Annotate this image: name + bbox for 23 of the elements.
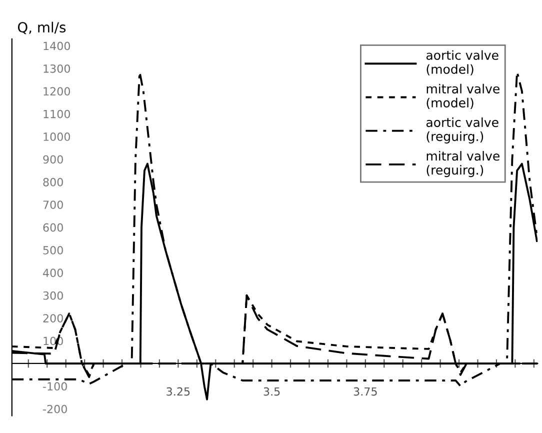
y-tick-label: 1100 [44,110,70,118]
y-tick-label: -100 [43,382,67,391]
y-tick-label: 300 [43,291,63,300]
x-tick-label: 3.75 [354,387,377,396]
y-tick-label: 1000 [44,132,70,141]
x-tick-label: 3.5 [264,387,280,396]
y-tick-label: 1400 [44,42,70,50]
y-tick-label: -200 [43,404,67,414]
y-tick-label: 800 [43,178,63,186]
y-tick-label: 600 [43,223,63,232]
y-tick-label: 1300 [44,64,70,73]
y-tick-label: 900 [43,155,63,164]
y-tick-label: 200 [43,314,63,322]
y-tick-label: 400 [43,268,63,278]
y-tick-label: 1200 [44,87,70,96]
y-tick-label: 700 [43,200,63,210]
legend-label: aortic valve (reguirg.) [426,117,498,144]
legend-label: mitral valve (model) [426,84,500,109]
legend-label: mitral valve (reguirg.) [426,151,500,178]
x-tick-label: 3.25 [166,387,190,396]
y-axis-title: Q, ml/s [18,22,66,34]
legend-label: aortic valve (model) [426,50,498,76]
y-tick-label: 500 [43,246,63,254]
